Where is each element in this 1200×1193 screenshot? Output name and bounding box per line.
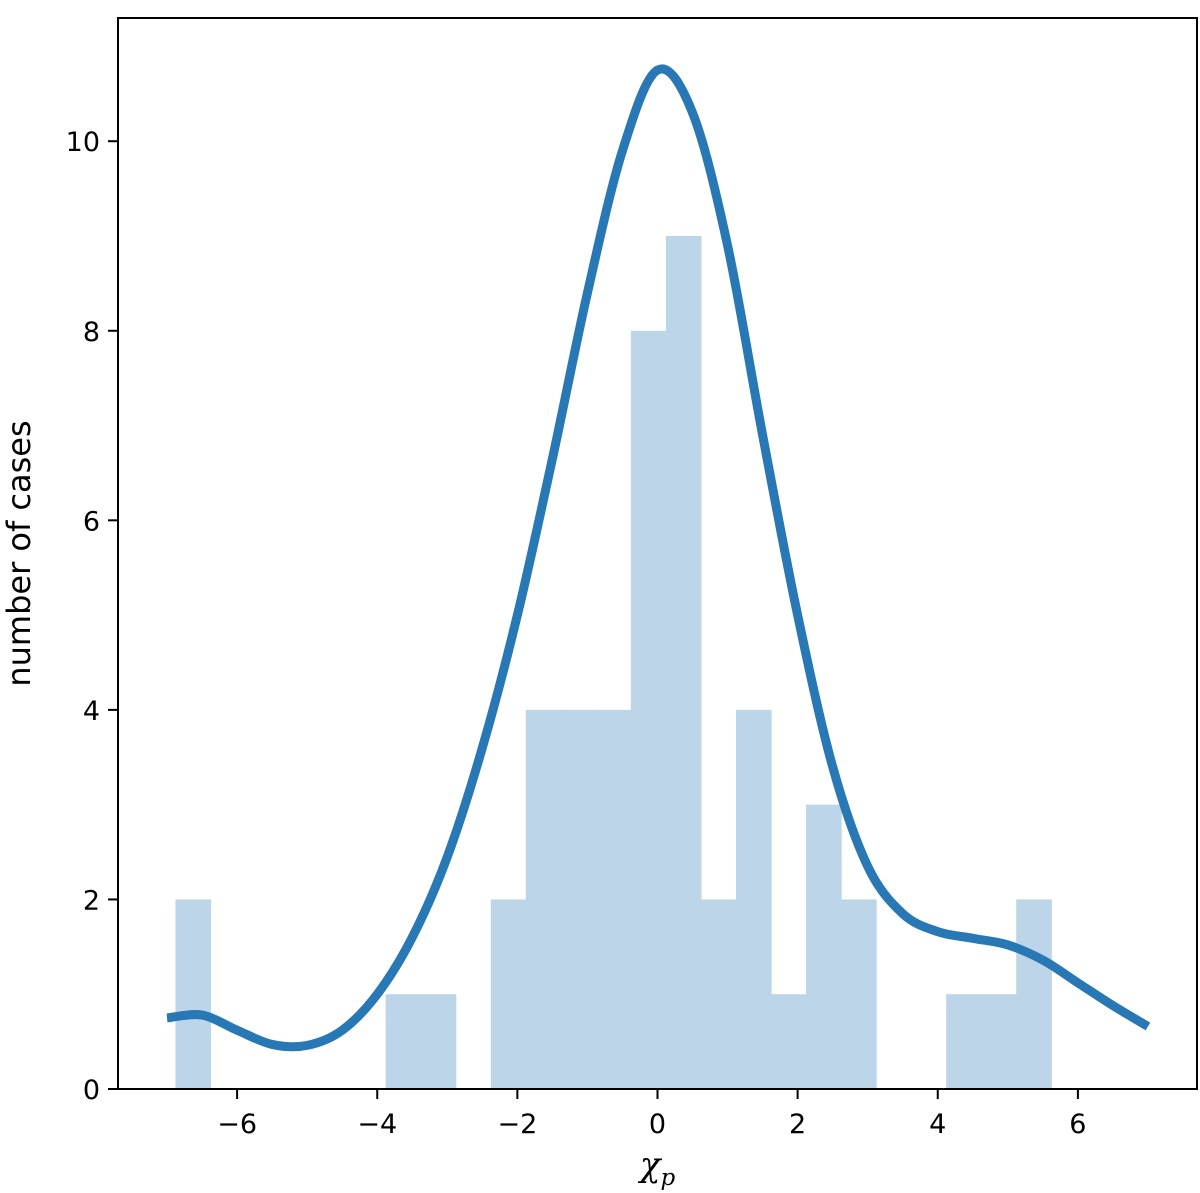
y-tick-label: 0	[83, 1075, 100, 1106]
y-tick-label: 6	[83, 506, 100, 537]
x-tick-label: −2	[497, 1109, 537, 1140]
histogram-bar	[981, 994, 1017, 1089]
histogram-bar	[385, 994, 422, 1089]
histogram-bar	[595, 709, 632, 1089]
y-tick-label: 4	[83, 696, 100, 727]
histogram-bar	[525, 709, 562, 1089]
x-axis: −6 −4 −2 0 2 4 6	[217, 1089, 1086, 1140]
histogram-bar	[420, 994, 457, 1089]
x-tick-label: 6	[1069, 1109, 1086, 1140]
y-tick-label: 2	[83, 885, 100, 916]
histogram-bars	[175, 235, 1052, 1089]
histogram-bar	[700, 899, 737, 1089]
x-tick-label: 2	[789, 1109, 806, 1140]
x-tick-label: −4	[357, 1109, 397, 1140]
histogram-bar	[175, 899, 212, 1089]
histogram-bar	[490, 899, 527, 1089]
x-tick-label: −6	[217, 1109, 257, 1140]
histogram-bar	[665, 235, 702, 1089]
x-axis-label: χp	[638, 1145, 676, 1191]
y-axis: 0 2 4 6 8 10	[66, 127, 118, 1106]
kde-curve-group	[166, 64, 1151, 1052]
y-tick-label: 8	[83, 317, 100, 348]
kde-line	[166, 64, 1151, 1052]
histogram-bar	[806, 804, 842, 1089]
histogram-bar	[630, 330, 667, 1089]
histogram-bar	[735, 709, 772, 1089]
y-tick-label: 10	[66, 127, 100, 158]
histogram-bar	[771, 994, 807, 1089]
histogram-bar	[946, 994, 982, 1089]
x-tick-label: 0	[649, 1109, 666, 1140]
x-axis-label-subscript: p	[660, 1165, 675, 1191]
y-axis-label: number of cases	[0, 420, 38, 686]
x-tick-label: 4	[929, 1109, 946, 1140]
histogram-bar	[841, 899, 877, 1089]
histogram-bar	[560, 709, 597, 1089]
x-axis-label-symbol: χ	[638, 1145, 663, 1185]
histogram-bar	[1016, 899, 1052, 1089]
